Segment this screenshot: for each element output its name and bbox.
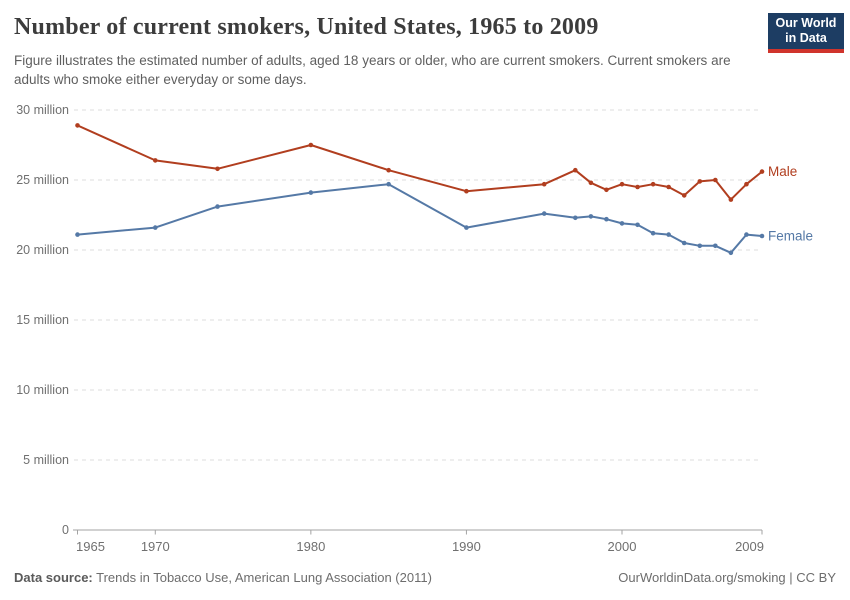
data-point-female-1999[interactable] [604, 216, 609, 222]
y-tick-label: 15 million [16, 313, 69, 327]
attribution-link[interactable]: OurWorldinData.org/smoking | CC BY [618, 570, 836, 585]
data-point-female-1985[interactable] [386, 181, 391, 187]
page-subtitle: Figure illustrates the estimated number … [14, 53, 731, 87]
data-point-female-2003[interactable] [666, 232, 671, 237]
data-point-female-2004[interactable] [681, 240, 687, 246]
series-line-female[interactable] [76, 183, 763, 254]
data-point-female-1980[interactable] [308, 190, 314, 195]
data-point-male-1990[interactable] [464, 188, 469, 194]
data-point-male-1970[interactable] [152, 158, 158, 163]
data-point-male-2008[interactable] [744, 181, 749, 187]
x-tick-label: 1970 [141, 539, 170, 554]
y-tick-label: 5 million [23, 453, 69, 467]
data-point-male-1980[interactable] [308, 142, 314, 148]
y-tick-label: 10 million [16, 383, 69, 397]
y-tick-label: 30 million [16, 103, 69, 117]
data-point-female-1998[interactable] [588, 214, 594, 219]
data-point-male-2003[interactable] [666, 184, 671, 190]
x-tick-label: 1990 [452, 539, 481, 554]
y-tick-label: 0 [62, 523, 69, 537]
x-tick-label: 1980 [296, 539, 325, 554]
series-label-male[interactable]: Male [768, 164, 797, 179]
data-point-male-1999[interactable] [604, 187, 609, 193]
data-point-male-1997[interactable] [573, 167, 578, 173]
data-point-male-2004[interactable] [681, 193, 687, 198]
page-title: Number of current smokers, United States… [14, 14, 599, 40]
data-point-male-2007[interactable] [728, 197, 734, 202]
data-point-male-1985[interactable] [386, 167, 391, 173]
series-line-male[interactable] [76, 124, 763, 201]
data-source-label: Data source: [14, 570, 93, 585]
data-point-female-1970[interactable] [152, 225, 158, 230]
data-point-female-1995[interactable] [541, 211, 547, 216]
data-point-male-1965[interactable] [75, 123, 80, 128]
data-point-female-1997[interactable] [573, 215, 578, 221]
y-tick-label: 20 million [16, 243, 69, 257]
owid-logo[interactable]: Our World in Data [768, 13, 844, 53]
data-point-female-2005[interactable] [697, 243, 703, 249]
data-point-female-2008[interactable] [744, 232, 749, 237]
data-point-female-1990[interactable] [464, 225, 469, 230]
data-point-male-2002[interactable] [650, 181, 656, 187]
data-point-female-2000[interactable] [619, 221, 625, 226]
data-point-female-1974[interactable] [215, 204, 220, 209]
data-source-note: Data source: Trends in Tobacco Use, Amer… [14, 570, 432, 585]
data-point-male-1998[interactable] [588, 180, 594, 186]
data-point-female-2001[interactable] [635, 222, 640, 228]
data-point-male-2006[interactable] [713, 177, 718, 183]
data-point-male-2005[interactable] [697, 179, 703, 184]
data-point-male-1974[interactable] [215, 166, 220, 172]
data-point-female-1965[interactable] [75, 232, 80, 237]
x-tick-label: 2000 [608, 539, 637, 554]
data-point-male-2000[interactable] [619, 181, 625, 187]
owid-logo-line1: Our World [775, 16, 837, 30]
data-source-value: Trends in Tobacco Use, American Lung Ass… [92, 570, 432, 585]
x-tick-label: 2009 [735, 539, 764, 554]
data-point-male-2001[interactable] [635, 184, 640, 190]
data-point-female-2006[interactable] [713, 243, 718, 249]
x-tick-label: 1965 [76, 539, 105, 554]
data-point-male-1995[interactable] [541, 181, 547, 187]
series-label-female[interactable]: Female [768, 229, 813, 244]
y-tick-label: 25 million [16, 173, 69, 187]
data-point-female-2009[interactable] [759, 233, 765, 239]
data-point-female-2007[interactable] [728, 250, 734, 256]
data-point-male-2009[interactable] [759, 169, 765, 174]
owid-logo-line2: in Data [785, 31, 827, 45]
data-point-female-2002[interactable] [650, 230, 656, 236]
